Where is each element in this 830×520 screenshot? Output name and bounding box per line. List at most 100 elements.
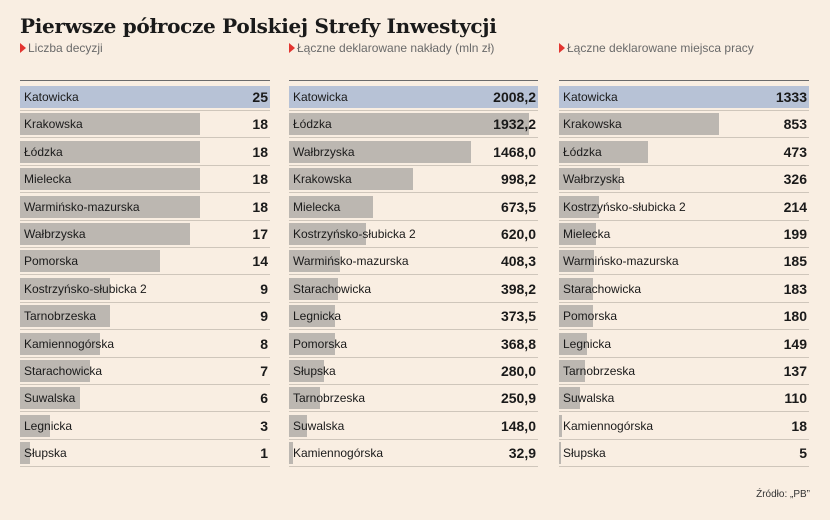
category-label: Warmińsko-mazurska	[24, 199, 140, 214]
row-divider	[289, 137, 538, 139]
value-label: 183	[783, 280, 807, 297]
value-label: 14	[252, 253, 268, 270]
row-divider	[20, 192, 270, 194]
row-divider	[289, 164, 538, 166]
value-label: 32,9	[508, 445, 536, 462]
bar	[559, 332, 587, 355]
value-label: 280,0	[500, 363, 536, 379]
category-label: Wałbrzyska	[293, 144, 355, 159]
category-label: Starachowicka	[293, 281, 372, 296]
bar	[559, 168, 621, 191]
bar	[289, 305, 336, 328]
bar-row: Kamiennogórska 18	[559, 413, 809, 440]
row-divider	[20, 384, 270, 385]
bar	[20, 140, 200, 163]
bar	[559, 140, 648, 163]
bar	[289, 277, 339, 300]
bar-row: Łódzka 18	[20, 139, 270, 166]
value-label: 1	[260, 445, 268, 462]
row-divider	[20, 411, 270, 413]
value-label: 473	[783, 143, 807, 160]
bar	[289, 387, 321, 410]
bar	[20, 332, 100, 355]
row-divider	[559, 137, 809, 139]
panel-top-rule	[559, 80, 809, 81]
bar	[559, 113, 719, 136]
bar	[20, 387, 80, 410]
value-label: 9	[260, 308, 268, 325]
value-label: 673,5	[500, 198, 536, 215]
bar-row: Tarnobrzeska 250,9	[289, 385, 538, 413]
category-label: Słupska	[24, 446, 67, 461]
category-label: Tarnobrzeska	[293, 391, 366, 406]
row-divider	[289, 329, 538, 331]
bar	[289, 414, 308, 437]
value-label: 180	[783, 308, 807, 325]
category-label: Słupska	[293, 364, 336, 378]
category-label: Pomorska	[293, 336, 348, 351]
bar	[559, 360, 585, 382]
bar	[289, 360, 324, 382]
category-label: Warmińsko-mazurska	[563, 254, 679, 269]
bar	[20, 442, 30, 465]
row-divider	[289, 438, 538, 440]
bar-row: Kostrzyńsko-słubicka 2 620,0	[289, 221, 538, 248]
row-divider	[20, 274, 270, 276]
row-divider	[559, 466, 809, 468]
bar-row: Tarnobrzeska 9	[20, 303, 270, 331]
bar	[289, 223, 366, 245]
bar	[559, 86, 809, 108]
row-divider	[559, 438, 809, 440]
category-label: Legnicka	[24, 418, 73, 433]
bar-row: Katowicka 1333	[559, 84, 809, 111]
category-label: Tarnobrzeska	[24, 309, 97, 324]
red-triangle-icon	[20, 43, 26, 53]
value-label: 6	[260, 390, 268, 407]
bar-row: Starachowicka 398,2	[289, 276, 538, 303]
bar	[559, 305, 593, 328]
panel-subtitle: Liczba decyzji	[20, 41, 103, 55]
category-label: Kostrzyńsko-słubicka 2	[563, 199, 686, 214]
row-divider	[289, 274, 538, 276]
bar-row: Suwalska 110	[559, 385, 809, 413]
bar	[289, 332, 335, 355]
panel-top-rule	[20, 80, 270, 81]
category-label: Suwalska	[24, 391, 76, 406]
bar-row: Katowicka 25	[20, 84, 270, 111]
value-label: 110	[784, 390, 807, 407]
category-label: Kostrzyńsko-słubicka 2	[293, 227, 416, 241]
row-divider	[289, 411, 538, 413]
bar-row: Katowicka 2008,2	[289, 84, 538, 111]
bar	[20, 305, 110, 328]
value-label: 373,5	[500, 308, 536, 325]
category-label: Krakowska	[293, 172, 352, 187]
bar	[289, 113, 529, 136]
row-divider	[289, 192, 538, 194]
value-label: 1468,0	[493, 143, 536, 160]
category-label: Mielecka	[563, 227, 611, 241]
value-label: 368,8	[500, 335, 536, 352]
category-label: Łódzka	[24, 144, 63, 159]
value-label: 1333	[775, 89, 807, 105]
row-divider	[559, 110, 809, 111]
bar-row: Słupska 280,0	[289, 358, 538, 385]
bar	[559, 442, 561, 465]
bar-row: Pomorska 368,8	[289, 331, 538, 358]
bar-row: Warmińsko-mazurska 185	[559, 248, 809, 276]
row-divider	[289, 247, 538, 248]
bar	[559, 250, 594, 273]
value-label: 3	[260, 417, 268, 434]
bar-row: Mielecka 18	[20, 166, 270, 194]
bar-row: Pomorska 180	[559, 303, 809, 331]
bar	[559, 223, 597, 245]
value-label: 408,3	[500, 253, 536, 270]
bar-row: Łódzka 1932,2	[289, 111, 538, 139]
bar-row: Starachowicka 183	[559, 276, 809, 303]
value-label: 25	[252, 89, 268, 105]
red-triangle-icon	[289, 43, 295, 53]
row-divider	[20, 110, 270, 111]
category-label: Legnicka	[293, 309, 342, 324]
bar-row: Mielecka 199	[559, 221, 809, 248]
category-label: Kamiennogórska	[293, 446, 384, 461]
row-divider	[289, 466, 538, 468]
